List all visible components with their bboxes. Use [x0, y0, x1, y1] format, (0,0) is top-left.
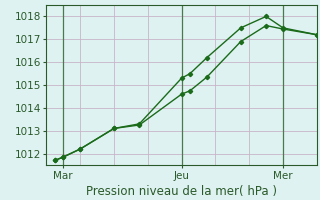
X-axis label: Pression niveau de la mer( hPa ): Pression niveau de la mer( hPa ): [86, 185, 277, 198]
